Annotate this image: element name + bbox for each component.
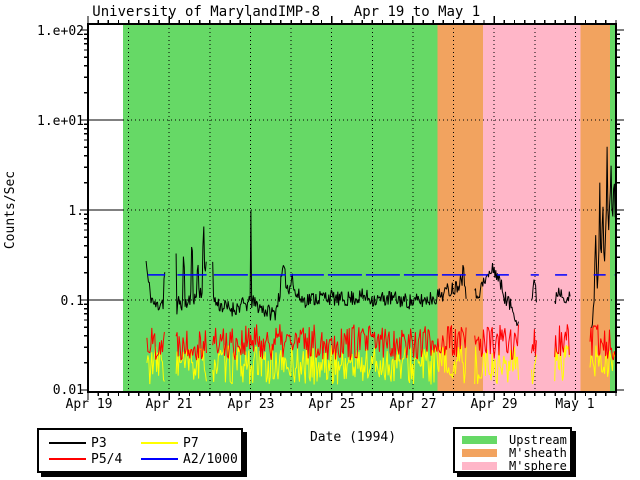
p7-trace — [212, 344, 467, 385]
y-tick-label-0p1: 0.1 — [61, 294, 84, 309]
msphere-label: M'sphere — [509, 458, 567, 473]
p5-4-trace — [474, 324, 519, 361]
p3-trace — [212, 210, 467, 321]
region-fill-m'sheath — [437, 25, 483, 391]
legend-item-p5-4: P5/4 — [49, 451, 141, 467]
series-legend-grid: P3 P5/4 P7 A2/1000 — [49, 435, 241, 467]
p7-trace — [589, 345, 616, 377]
p7-trace — [531, 354, 537, 385]
legend-item-p3: P3 — [49, 435, 141, 451]
x-tick-label-apr21: Apr 21 — [146, 397, 193, 412]
legend-item-msheath: M'sheath — [462, 446, 570, 459]
y-tick-label-0p01: 0.01 — [53, 383, 84, 398]
p5-4-trace — [589, 324, 616, 361]
p5-4-trace — [146, 327, 165, 360]
p3-trace — [474, 263, 519, 327]
legend-item-a2-1000: A2/1000 — [141, 451, 241, 467]
x-tick-label-apr29: Apr 29 — [471, 397, 518, 412]
y-tick-label-100: 1.e+02 — [37, 24, 84, 39]
legend-item-upstream: Upstream — [462, 433, 570, 446]
p3-trace — [554, 287, 571, 305]
x-axis-title: Date (1994) — [310, 430, 396, 445]
legend-item-p7: P7 — [141, 435, 241, 451]
msheath-swatch — [462, 448, 497, 457]
msheath-label: M'sheath — [509, 445, 567, 460]
x-tick-label-apr19: Apr 19 — [66, 397, 113, 412]
p5-4-line-swatch — [49, 458, 86, 460]
data-traces — [145, 146, 617, 385]
x-tick-label-may1: May 1 — [555, 397, 594, 412]
p3-label: P3 — [91, 435, 107, 451]
p5-4-label: P5/4 — [91, 451, 123, 467]
p3-trace — [591, 146, 617, 328]
y-tick-label-1: 1. — [68, 204, 84, 219]
p3-trace — [531, 279, 537, 303]
p7-trace — [554, 344, 570, 382]
p3-line-swatch — [49, 442, 86, 444]
p5-4-trace — [531, 329, 537, 357]
title-spacecraft: IMP-8 — [278, 4, 320, 20]
title-date-range: Apr 19 to May 1 — [354, 4, 480, 20]
y-axis-title: Counts/Sec — [3, 171, 18, 249]
region-fill-m'sphere — [482, 25, 581, 391]
gridlines — [88, 24, 616, 392]
p3-trace — [175, 226, 207, 315]
legend-item-msphere: M'sphere — [462, 459, 570, 472]
series-legend: P3 P5/4 P7 A2/1000 — [37, 428, 243, 473]
title-institution: University of Maryland — [92, 4, 277, 20]
msphere-swatch — [462, 461, 497, 470]
p3-trace — [145, 260, 166, 311]
p5-4-trace — [175, 330, 207, 361]
p7-label: P7 — [183, 435, 199, 451]
a2-1000-label: A2/1000 — [183, 451, 238, 467]
x-tick-label-apr23: Apr 23 — [228, 397, 275, 412]
a2-1000-line-swatch — [141, 458, 178, 460]
p5-4-trace — [212, 324, 467, 361]
x-tick-label-apr27: Apr 27 — [390, 397, 437, 412]
y-tick-label-10: 1.e+01 — [37, 114, 84, 129]
axes-frame — [80, 16, 624, 400]
upstream-label: Upstream — [509, 432, 567, 447]
p5-4-trace — [554, 324, 570, 358]
x-tick-label-apr25: Apr 25 — [309, 397, 356, 412]
region-fill-m'sheath — [580, 25, 610, 391]
p7-line-swatch — [141, 442, 178, 444]
regions-legend: Upstream M'sheath M'sphere — [453, 427, 572, 473]
upstream-swatch — [462, 435, 497, 444]
region-fills — [122, 25, 616, 391]
